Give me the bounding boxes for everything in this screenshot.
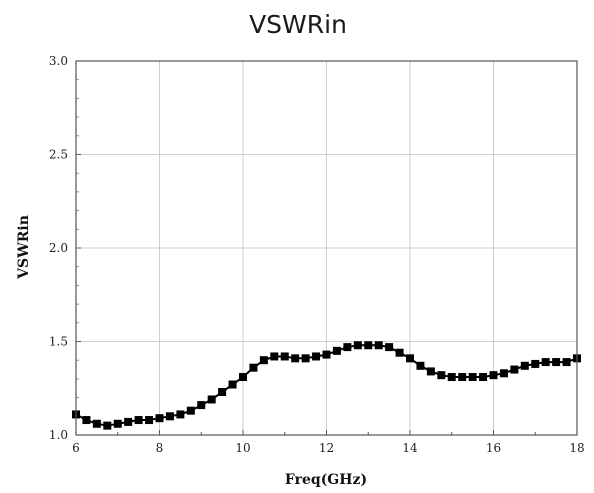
data-point <box>186 406 195 415</box>
y-tick-label: 2.0 <box>49 241 68 255</box>
data-point <box>374 341 383 350</box>
data-point <box>541 358 550 367</box>
data-point <box>197 401 206 410</box>
data-point <box>239 373 247 382</box>
grid-lines <box>75 60 578 436</box>
data-point <box>259 356 268 365</box>
data-point <box>520 361 529 370</box>
data-point <box>82 416 91 425</box>
data-point <box>228 380 237 389</box>
data-point <box>510 365 519 374</box>
data-point <box>103 421 112 430</box>
data-point <box>416 361 425 370</box>
data-point <box>458 373 467 382</box>
data-point <box>270 352 279 361</box>
data-point <box>447 373 456 382</box>
x-tick-label: 8 <box>156 441 164 455</box>
data-markers <box>72 341 581 430</box>
x-tick-label: 12 <box>319 441 334 455</box>
data-point <box>249 363 258 372</box>
data-point <box>552 358 561 367</box>
data-point <box>322 350 331 359</box>
plot-frame <box>75 60 578 436</box>
data-point <box>531 359 540 368</box>
y-axis-label: VSWRin <box>16 215 32 280</box>
data-point <box>113 419 122 428</box>
x-axis-label: Freq(GHz) <box>285 472 367 488</box>
data-point <box>479 373 488 382</box>
data-point <box>489 371 498 380</box>
data-point <box>218 387 227 396</box>
x-tick-label: 14 <box>402 441 418 455</box>
data-point <box>332 346 341 355</box>
data-point <box>207 395 216 404</box>
x-tick-label: 10 <box>235 441 250 455</box>
data-point <box>426 367 435 376</box>
tick-labels: 6 8 10 12 14 16 18 1.0 1.5 2.0 2.5 3.0 <box>49 54 585 455</box>
data-point <box>499 369 508 378</box>
data-point <box>291 354 300 363</box>
x-tick-label: 16 <box>486 441 501 455</box>
data-point <box>124 417 133 426</box>
y-tick-label: 3.0 <box>49 54 68 68</box>
data-point <box>134 416 143 425</box>
chart-title: VSWRin <box>249 10 347 39</box>
y-tick-label: 1.5 <box>49 335 68 349</box>
x-tick-label: 18 <box>569 441 584 455</box>
y-tick-label: 1.0 <box>49 428 68 442</box>
data-point <box>145 416 154 425</box>
data-point <box>165 412 174 421</box>
data-point <box>468 373 477 382</box>
data-point <box>312 352 321 361</box>
data-point <box>92 419 101 428</box>
data-point <box>406 354 414 363</box>
data-point <box>176 410 185 419</box>
data-point <box>353 341 362 350</box>
data-point <box>364 341 373 350</box>
data-point <box>437 371 446 380</box>
x-tick-label: 6 <box>72 441 80 455</box>
data-point <box>343 343 352 352</box>
data-point <box>155 414 164 423</box>
data-point <box>562 358 571 367</box>
data-point <box>395 348 404 357</box>
data-point <box>385 343 394 352</box>
y-tick-label: 2.5 <box>49 148 68 162</box>
data-point <box>280 352 289 361</box>
data-point <box>301 354 310 363</box>
